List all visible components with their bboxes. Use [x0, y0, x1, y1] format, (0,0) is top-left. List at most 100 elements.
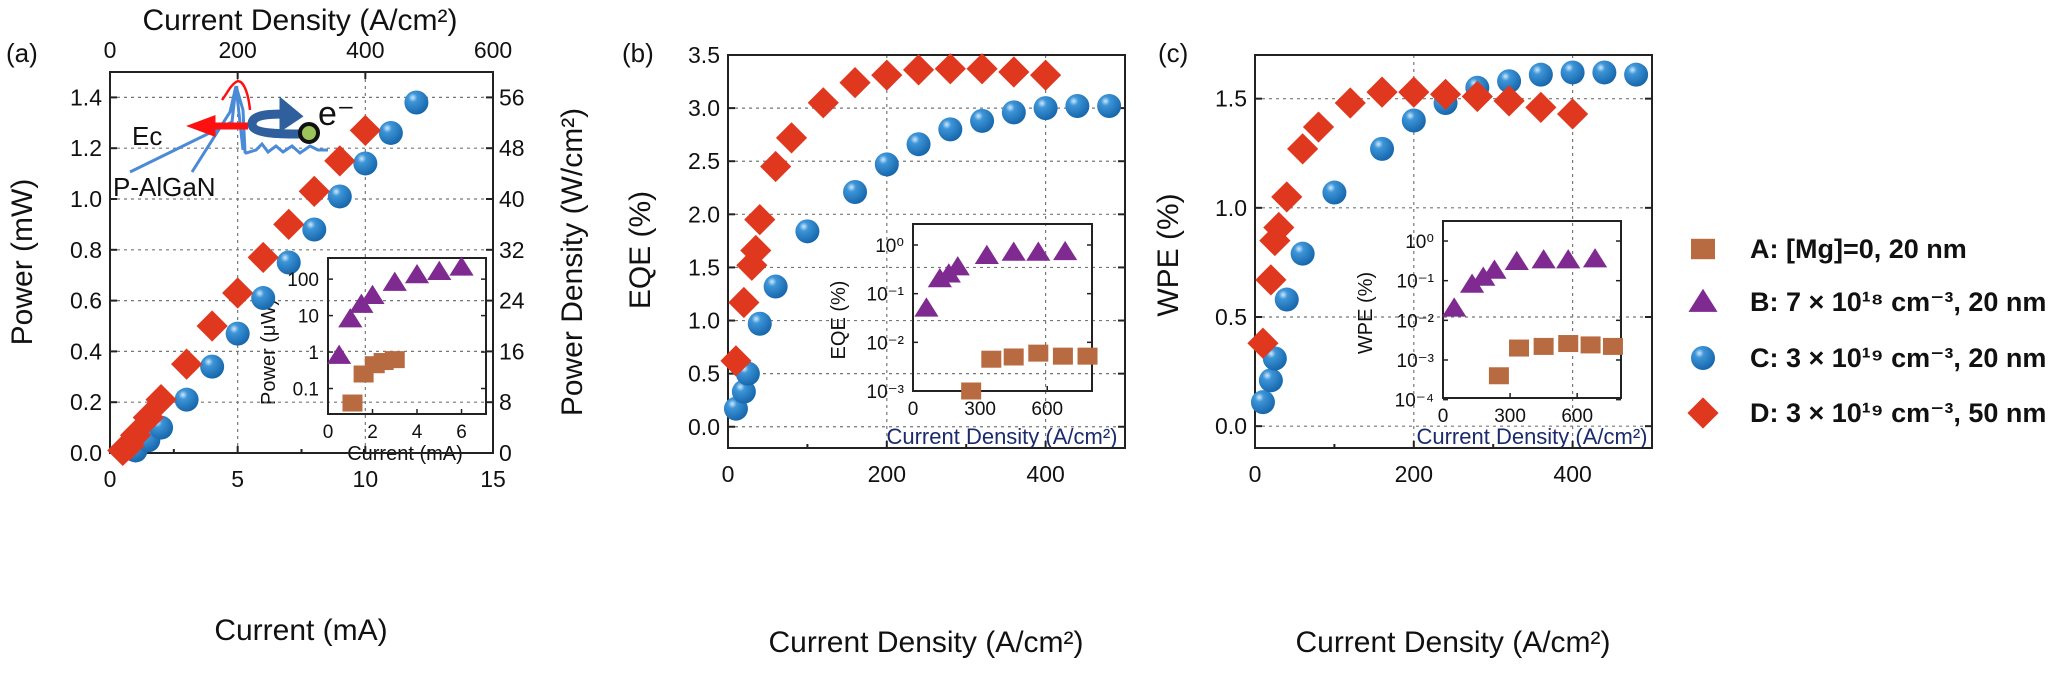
data-point-D — [1247, 327, 1279, 359]
a-top-axis-title: Current Density (A/cm²) — [142, 4, 457, 37]
data-point-C — [1624, 62, 1649, 87]
y-tick-label: 1.5 — [1215, 86, 1247, 112]
y-tick-label: 0.0 — [1215, 413, 1247, 439]
x-tick-label: 400 — [1553, 461, 1591, 487]
y-tick-label: 0.5 — [1215, 304, 1247, 330]
inset-data-point-A — [1580, 336, 1601, 354]
inset-data-point-B — [1482, 259, 1507, 279]
inset-x-tick-label: 0 — [908, 399, 919, 420]
data-point-C — [327, 184, 352, 209]
inset-data-point-B — [449, 256, 474, 276]
series-D — [720, 53, 1062, 377]
data-point-D — [728, 286, 760, 319]
panel-label-c: (c) — [1158, 38, 1188, 68]
data-point-D — [839, 67, 871, 99]
inset-data-point-A — [1488, 367, 1509, 385]
panel-b: 0 200 400 0.0 0.5 1.0 1.5 2.0 2.5 3.0 3.5 0 300 600 10… — [688, 42, 1126, 487]
inset-x-tick-label: 600 — [1561, 406, 1593, 427]
inset-x-tick-label: 4 — [412, 422, 423, 443]
series-C — [723, 93, 1122, 421]
electron-label: e⁻ — [318, 95, 355, 133]
data-point-D — [934, 53, 966, 85]
b-inset-y-axis-title: EQE (%) — [828, 281, 850, 360]
data-point-D — [1461, 80, 1493, 113]
data-point-D — [349, 114, 381, 147]
inset-data-point-B — [1471, 266, 1496, 286]
field-arrow-icon — [186, 114, 248, 138]
legend-marker-A — [1691, 238, 1715, 260]
inset-x-tick-label: 300 — [964, 399, 996, 420]
inset-data-point-B — [945, 256, 970, 276]
y-tick-label: 1.5 — [688, 254, 720, 280]
data-point-D — [998, 56, 1030, 88]
x-tick-label: 15 — [480, 466, 506, 492]
data-point-C — [1290, 241, 1315, 266]
inset-data-point-B — [404, 263, 430, 284]
legend-label-b: B: 7 × 10¹⁸ cm⁻³, 20 nm — [1750, 287, 2046, 317]
right-tick-label: 16 — [499, 338, 525, 364]
series-D — [1247, 76, 1589, 359]
inset-frame — [327, 257, 487, 415]
inset-series-A — [1488, 335, 1623, 385]
data-point-C — [874, 152, 899, 177]
top-tick-label: 0 — [104, 37, 117, 63]
data-point-C — [225, 321, 250, 346]
data-point-D — [1263, 211, 1295, 244]
y-tick-label: 1.2 — [70, 135, 102, 161]
y-tick-label: 1.0 — [1215, 195, 1247, 221]
b-y-axis-title: EQE (%) — [624, 191, 657, 309]
inset-data-point-A — [1558, 335, 1579, 353]
inset-x-tick-label: 2 — [367, 422, 378, 443]
data-point-C — [1370, 136, 1395, 161]
data-point-C — [378, 120, 403, 145]
series-D — [107, 114, 381, 467]
inset-data-point-B — [338, 308, 363, 328]
right-tick-label: 56 — [499, 84, 525, 110]
y-tick-label: 2.5 — [688, 148, 720, 174]
inset-frame — [912, 223, 1093, 392]
y-tick-label: 2.0 — [688, 201, 720, 227]
data-point-C — [1250, 390, 1275, 415]
data-point-D — [1287, 133, 1319, 165]
inset-data-point-B — [1053, 240, 1078, 261]
right-tick-label: 48 — [499, 135, 525, 161]
data-point-C — [938, 117, 963, 142]
data-point-D — [1557, 98, 1589, 130]
inset-y-tick-label: 10⁰ — [875, 236, 904, 257]
barrier-arrow-icon — [220, 80, 252, 111]
right-tick-label: 8 — [499, 389, 512, 415]
inset-series-B — [1442, 248, 1608, 317]
data-point-D — [871, 59, 903, 91]
inset-data-point-B — [1556, 249, 1581, 269]
inset-y-tick-label: 10 — [298, 307, 319, 328]
inset-data-point-A — [1602, 337, 1623, 355]
inset-series-B — [914, 240, 1078, 317]
y-tick-label: 1.4 — [70, 84, 102, 110]
y-tick-label: 0.2 — [70, 389, 102, 415]
legend-label-c: C: 3 × 10¹⁹ cm⁻³, 20 nm — [1750, 343, 2046, 373]
inset-data-point-A — [1077, 347, 1098, 365]
inset-data-point-B — [1001, 241, 1026, 261]
data-point-C — [795, 219, 820, 244]
inset-b: 0 300 600 10⁻³ 10⁻² 10⁻¹ 10⁰ — [867, 223, 1098, 420]
data-point-C — [302, 217, 327, 242]
inset-y-tick-label: 10⁻² — [867, 333, 905, 354]
data-point-C — [763, 274, 788, 299]
data-point-D — [1525, 91, 1557, 123]
y-tick-label: 3.5 — [688, 42, 720, 68]
y-tick-label: 0.0 — [688, 414, 720, 440]
data-point-D — [1429, 78, 1462, 110]
data-point-C — [174, 387, 199, 412]
legend-marker-B — [1688, 288, 1718, 312]
right-tick-label: 40 — [499, 186, 525, 212]
legend-marker-D — [1687, 397, 1719, 429]
data-point-C — [843, 180, 868, 205]
y-tick-label: 0.5 — [688, 361, 720, 387]
data-point-C — [1401, 108, 1426, 133]
inset-data-point-B — [382, 271, 407, 291]
data-point-D — [966, 53, 998, 85]
top-tick-label: 200 — [218, 37, 256, 63]
panel-a: 0 5 10 150.00.20.40.60.81.01.21.40 200 400 600… — [70, 37, 525, 492]
data-point-D — [775, 122, 808, 154]
a-right-axis-title: Power Density (W/cm²) — [556, 108, 589, 416]
